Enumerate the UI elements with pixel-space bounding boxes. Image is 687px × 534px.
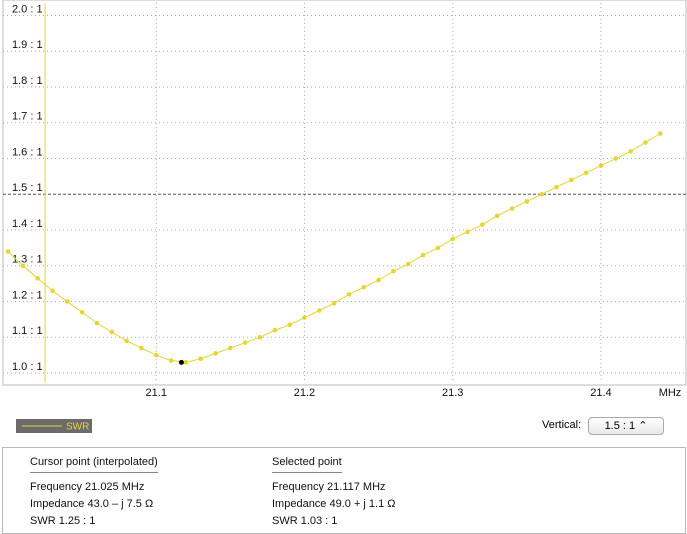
data-point <box>361 284 367 290</box>
data-point <box>628 149 633 154</box>
data-point <box>331 301 337 306</box>
data-point <box>183 360 189 365</box>
data-point <box>272 327 278 333</box>
data-point <box>257 335 263 340</box>
chart: MHz SWR 1.0 : 11.1 : 11.2 : 11.3 : 11.4 … <box>2 0 687 433</box>
y-tick-label: 1.5 : 1 <box>12 182 43 194</box>
data-point <box>109 329 115 335</box>
data-point <box>643 140 648 145</box>
data-point <box>569 177 574 183</box>
cursor-swr: SWR 1.25 : 1 <box>30 515 96 527</box>
data-point <box>317 308 322 313</box>
data-point <box>20 263 26 269</box>
data-point <box>213 351 218 356</box>
y-tick-label: 1.4 : 1 <box>12 218 43 230</box>
cursor-impedance: Impedance 43.0 – j 7.5 Ω <box>30 498 154 510</box>
data-point <box>124 338 129 344</box>
cursor-info: Cursor point (interpolated) Frequency 21… <box>30 454 158 530</box>
data-point <box>139 345 144 351</box>
data-point <box>657 131 663 136</box>
data-point <box>598 163 604 168</box>
data-point <box>613 156 619 161</box>
data-point <box>435 245 441 251</box>
data-point <box>168 358 174 363</box>
cursor-frequency: Frequency 21.025 MHz <box>30 481 145 493</box>
data-point <box>198 356 204 362</box>
data-point <box>583 170 589 176</box>
data-point <box>153 352 159 358</box>
legend[interactable]: SWR <box>16 419 92 433</box>
selected-info: Selected point Frequency 21.117 MHz Impe… <box>272 454 396 530</box>
data-point <box>242 340 248 345</box>
x-tick-label: 21.1 <box>146 387 167 399</box>
data-point <box>420 252 426 258</box>
y-tick-label: 1.6 : 1 <box>12 146 43 158</box>
vertical-value: 1.5 : 1 <box>604 420 636 432</box>
data-point <box>346 292 352 297</box>
y-tick-label: 1.2 : 1 <box>12 289 43 301</box>
cursor-title: Cursor point (interpolated) <box>30 454 158 473</box>
y-tick-label: 1.0 : 1 <box>12 361 43 373</box>
data-point <box>391 268 396 274</box>
data-point <box>494 213 500 219</box>
data-point <box>228 345 233 351</box>
y-tick-label: 1.9 : 1 <box>12 39 43 51</box>
data-point <box>94 320 100 326</box>
data-point <box>554 184 559 190</box>
x-tick-label: 21.4 <box>590 387 611 399</box>
selected-title: Selected point <box>272 454 342 473</box>
data-point <box>79 309 85 315</box>
data-point <box>50 288 55 294</box>
data-point <box>64 299 70 304</box>
y-tick-label: 1.1 : 1 <box>12 325 43 337</box>
data-point <box>480 222 485 227</box>
data-point <box>450 236 456 242</box>
vertical-label: Vertical: <box>542 419 582 431</box>
selected-swr: SWR 1.03 : 1 <box>272 515 338 527</box>
data-point <box>5 249 11 254</box>
data-point <box>287 322 292 328</box>
selected-frequency: Frequency 21.117 MHz <box>272 481 386 493</box>
plot-frame <box>2 0 687 386</box>
data-point <box>35 276 40 281</box>
data-point <box>524 199 530 204</box>
x-tick-label: 21.2 <box>294 387 315 399</box>
data-point <box>376 277 381 283</box>
y-tick-label: 2.0 : 1 <box>12 3 43 15</box>
data-point <box>405 261 411 267</box>
y-tick-label: 1.7 : 1 <box>12 111 43 123</box>
selected-impedance: Impedance 49.0 + j 1.1 Ω <box>272 498 396 510</box>
info-panel: Cursor point (interpolated) Frequency 21… <box>2 447 686 534</box>
data-point <box>302 315 307 320</box>
selected-point <box>178 359 184 365</box>
y-tick-label: 1.8 : 1 <box>12 75 43 87</box>
data-point <box>509 206 515 211</box>
legend-label: SWR <box>66 422 89 433</box>
x-tick-label: 21.3 <box>442 387 463 399</box>
data-point <box>465 229 470 235</box>
x-axis-label: MHz <box>659 387 682 399</box>
vertical-select[interactable]: 1.5 : 1 ⌃ <box>588 417 664 435</box>
data-point <box>539 191 544 197</box>
